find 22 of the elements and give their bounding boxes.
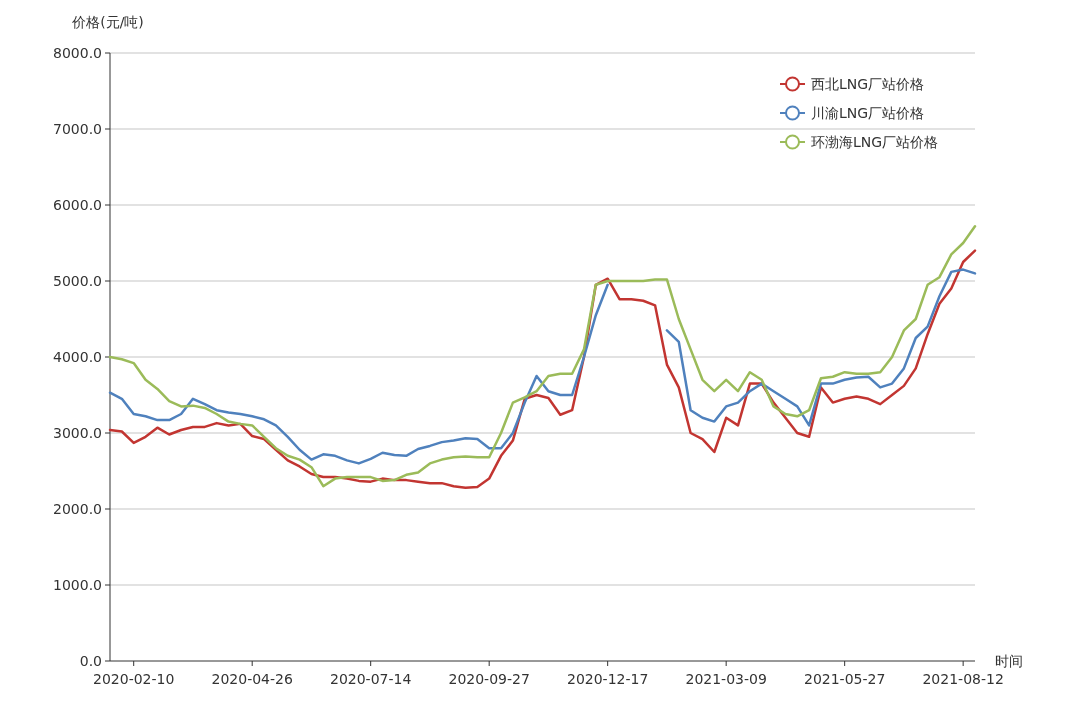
- x-tick-label: 2020-04-26: [211, 671, 293, 687]
- legend-label: 环渤海LNG厂站价格: [811, 134, 939, 150]
- x-tick-label: 2020-02-10: [93, 671, 175, 687]
- y-tick-label: 7000.0: [53, 121, 102, 137]
- x-tick-label: 2020-12-17: [566, 671, 649, 687]
- x-tick-label: 2021-08-12: [922, 671, 1004, 687]
- x-tick-label: 2021-03-09: [685, 671, 767, 687]
- y-tick-label: 8000.0: [53, 45, 102, 61]
- y-tick-label: 2000.0: [53, 501, 102, 517]
- y-tick-label: 5000.0: [53, 273, 102, 289]
- x-tick-label: 2021-05-27: [803, 671, 886, 687]
- y-tick-label: 6000.0: [53, 197, 102, 213]
- x-tick-label: 2020-09-27: [448, 671, 530, 687]
- y-tick-label: 1000.0: [53, 577, 102, 593]
- y-tick-label: 0.0: [79, 653, 102, 669]
- y-axis-title: 价格(元/吨): [71, 14, 144, 30]
- legend-label: 川渝LNG厂站价格: [811, 105, 925, 121]
- y-tick-label: 4000.0: [53, 349, 102, 365]
- legend-label: 西北LNG厂站价格: [811, 76, 925, 92]
- x-axis-title: 时间: [995, 653, 1023, 669]
- x-tick-label: 2020-07-14: [330, 671, 412, 687]
- y-tick-label: 3000.0: [53, 425, 102, 441]
